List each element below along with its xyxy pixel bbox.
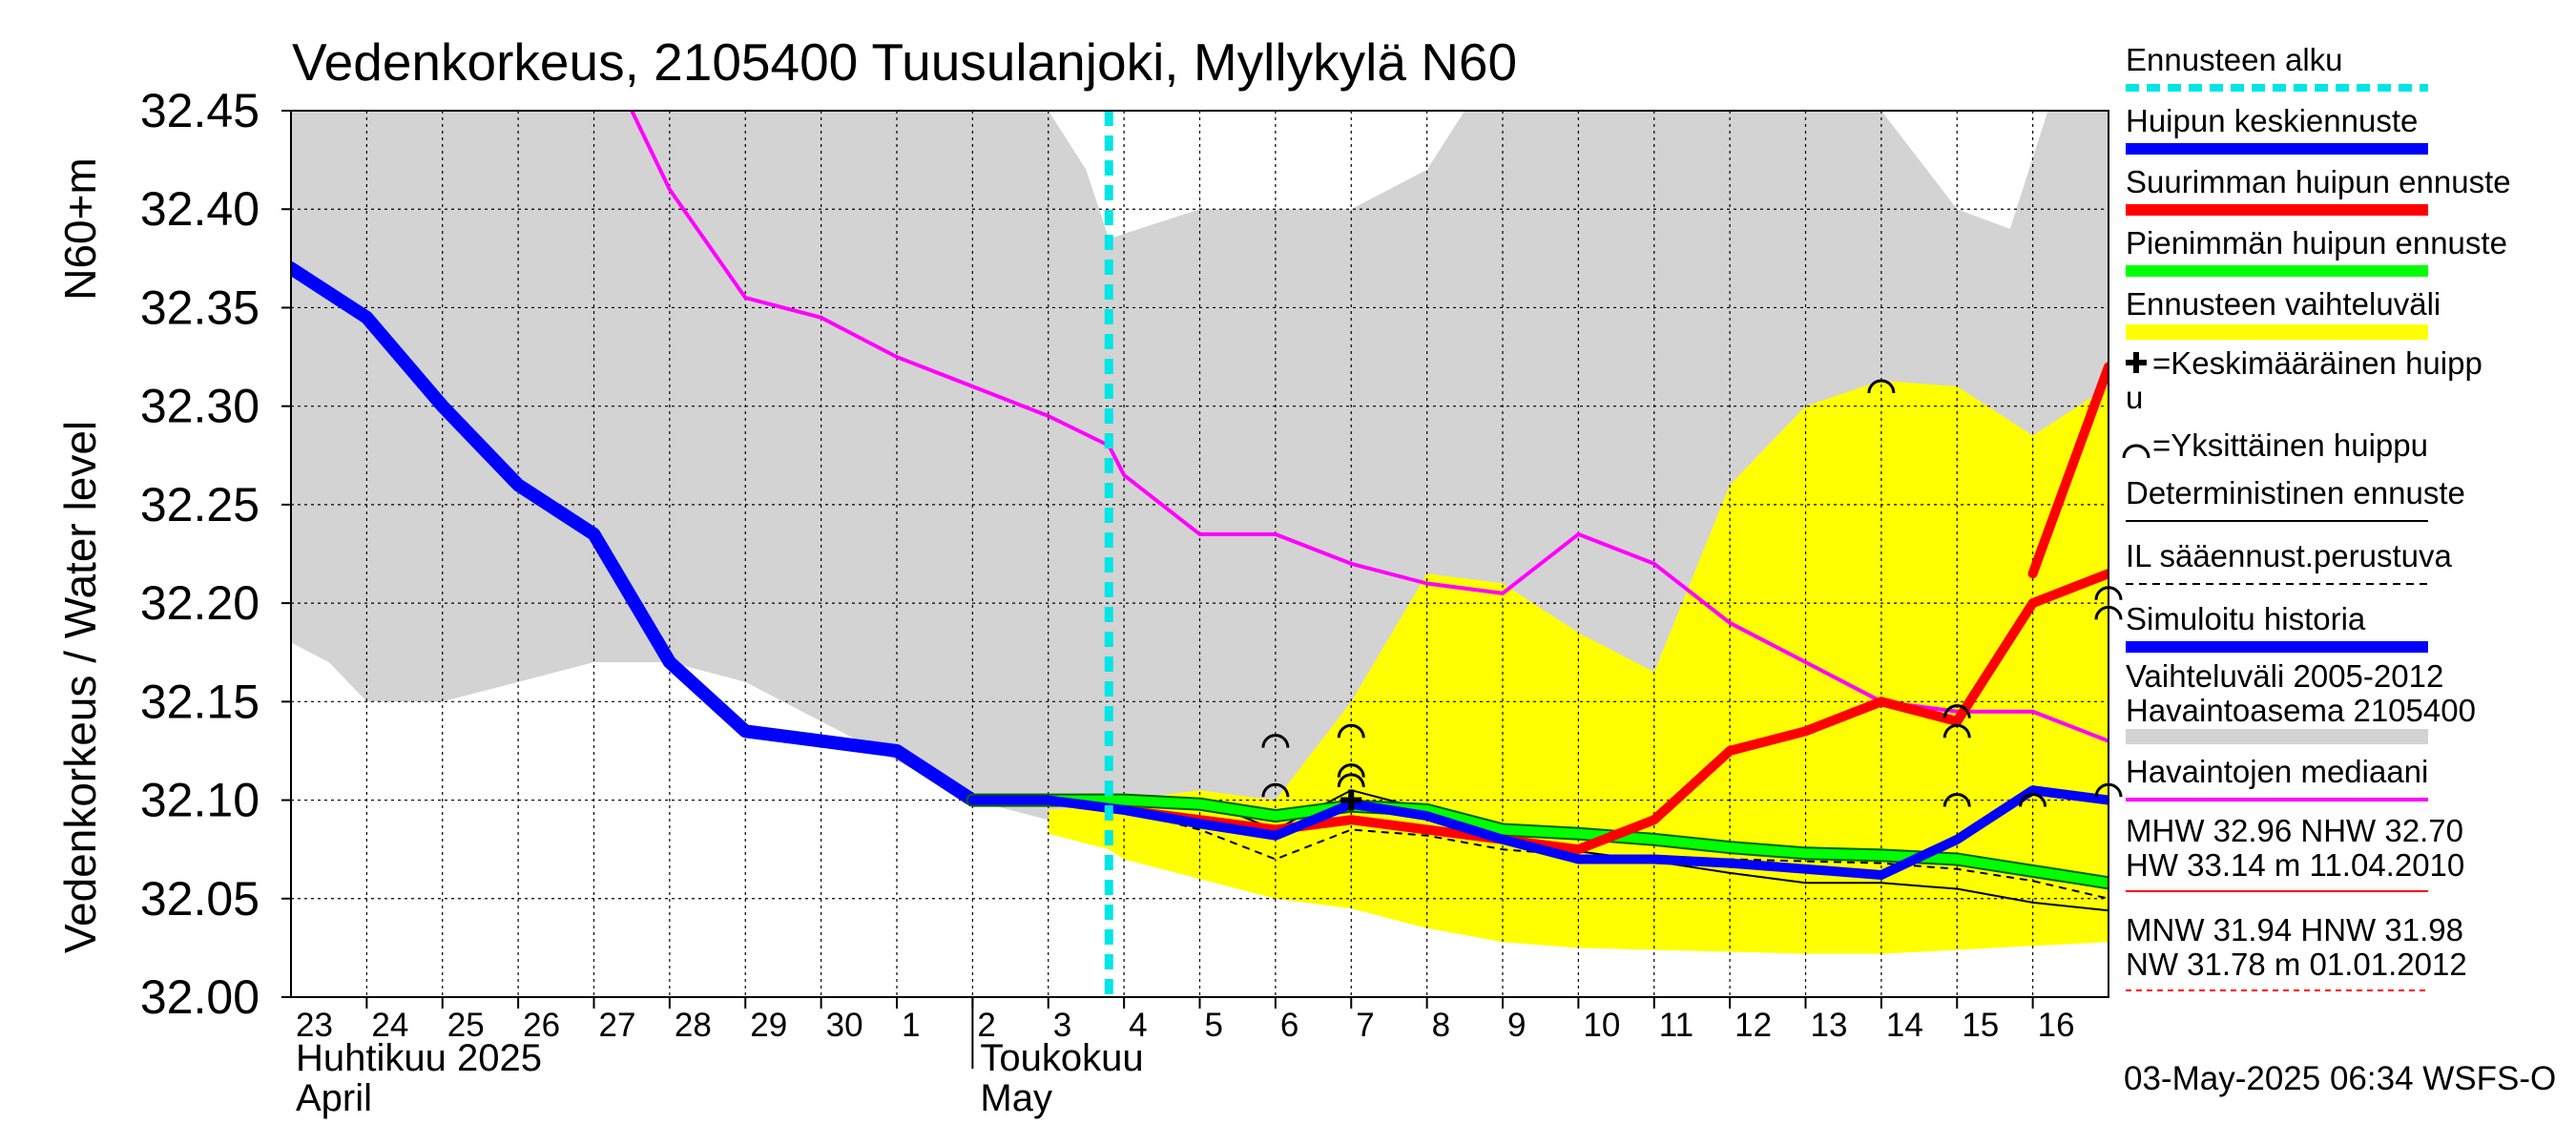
x-tick-label: 16	[2038, 1007, 2075, 1044]
legend-label: =Keskimääräinen huipp	[2152, 345, 2483, 381]
series-line	[967, 785, 2109, 880]
legend-label: Pienimmän huipun ennuste	[2126, 225, 2507, 260]
x-tick-label: 7	[1356, 1007, 1374, 1044]
legend-swatch	[2126, 729, 2428, 744]
single-peak-marker	[1337, 723, 1365, 739]
chart-title: Vedenkorkeus, 2105400 Tuusulanjoki, Myll…	[292, 32, 1517, 92]
y-tick-label: 32.15	[140, 675, 260, 728]
x-tick-label: 6	[1280, 1007, 1298, 1044]
legend-label: Ennusteen alku	[2126, 42, 2343, 77]
legend: Ennusteen alku Huipun keskiennuste Suurimm…	[2122, 42, 2511, 991]
legend-label: Ennusteen vaihteluväli	[2126, 286, 2441, 322]
single-peak-marker	[1261, 782, 1290, 798]
single-peak-marker	[1942, 704, 1971, 718]
legend-stat-line2: NW 31.78 m 01.01.2012	[2126, 947, 2467, 982]
series-line	[1048, 799, 2109, 900]
x-tick-label: 24	[371, 1007, 408, 1044]
legend-arc-icon	[2122, 444, 2150, 459]
x-tick-label: 14	[1886, 1007, 1923, 1044]
legend-cross-icon	[2126, 352, 2147, 373]
x-tick-label: 4	[1129, 1007, 1147, 1044]
x-tick-label: 5	[1205, 1007, 1223, 1044]
x-tick-label: 13	[1811, 1007, 1848, 1044]
month-label-fi: Toukokuu	[980, 1037, 1143, 1079]
legend-label: IL sääennust.perustuva	[2126, 538, 2452, 573]
y-tick-label: 32.10	[140, 774, 260, 827]
legend-swatch	[2126, 324, 2428, 340]
x-tick-label: 27	[599, 1007, 636, 1044]
legend-label-cont: Havaintoasema 2105400	[2126, 693, 2476, 728]
series-line	[2027, 362, 2109, 579]
legend-label: Deterministinen ennuste	[2126, 475, 2465, 510]
month-label-en: May	[980, 1077, 1052, 1119]
single-peak-marker	[1337, 763, 1365, 778]
series-layer	[291, 111, 2109, 912]
legend-label: Havaintojen mediaani	[2126, 754, 2428, 789]
x-tick-label: 29	[750, 1007, 787, 1044]
plot-area	[290, 110, 2123, 998]
y-tick-label: 32.35	[140, 281, 260, 334]
y-tick-label: 32.25	[140, 478, 260, 531]
single-peak-marker	[1261, 734, 1290, 748]
legend-label: =Yksittäinen huippu	[2152, 427, 2428, 463]
x-tick-label: 30	[826, 1007, 863, 1044]
y-tick-label: 32.20	[140, 576, 260, 630]
x-tick-label: 8	[1432, 1007, 1450, 1044]
legend-stat-line2: HW 33.14 m 11.04.2010	[2126, 847, 2464, 883]
x-tick-label: 2	[977, 1007, 995, 1044]
x-tick-label: 10	[1583, 1007, 1620, 1044]
x-tick-label: 25	[447, 1007, 485, 1044]
legend-stat-line1: MHW 32.96 NHW 32.70	[2126, 813, 2463, 848]
y-axis-label-unit: N60+m	[55, 157, 105, 301]
y-tick-label: 32.45	[140, 84, 260, 137]
x-tick-label: 9	[1507, 1007, 1526, 1044]
y-axis-title: N60+m Vedenkorkeus / Water level	[55, 157, 105, 953]
y-tick-label: 32.30	[140, 380, 260, 433]
x-tick-label: 26	[523, 1007, 560, 1044]
y-axis: 32.00 32.05 32.10 32.15 32.20 32.25 32.30 32.35…	[140, 84, 291, 1024]
legend-label: Suurimman huipun ennuste	[2126, 164, 2511, 199]
legend-stat-line1: MNW 31.94 HNW 31.98	[2126, 912, 2463, 947]
x-tick-label: 15	[1962, 1007, 1999, 1044]
month-label-fi: Huhtikuu 2025	[296, 1037, 542, 1079]
single-peak-marker	[1337, 773, 1365, 788]
y-tick-label: 32.05	[140, 872, 260, 926]
single-peak-marker	[1867, 379, 1896, 394]
x-tick-label: 3	[1053, 1007, 1071, 1044]
x-axis: 23 24 25 26 27 28 29 30 1 2 3 4 5 6 7 8 9 10 11 12 13 14 15 16H…	[296, 997, 2075, 1119]
mean-peak-marker	[1340, 789, 1362, 811]
gridlines	[291, 110, 2109, 997]
month-label-en: April	[296, 1077, 372, 1119]
legend-label: Simuloitu historia	[2126, 601, 2366, 636]
footer-timestamp: 03-May-2025 06:34 WSFS-O	[2124, 1060, 2556, 1097]
single-peak-marker	[2019, 793, 2047, 807]
single-peak-marker	[1942, 793, 1971, 807]
series-line	[291, 261, 980, 807]
x-tick-label: 11	[1659, 1007, 1693, 1044]
y-tick-label: 32.00	[140, 970, 260, 1024]
y-axis-label: Vedenkorkeus / Water level	[55, 421, 105, 953]
x-tick-label: 23	[296, 1007, 333, 1044]
single-peak-marker	[1942, 723, 1971, 739]
legend-label: Vaihteluväli 2005-2012	[2126, 658, 2443, 694]
series-line	[630, 111, 2109, 743]
x-tick-label: 12	[1735, 1007, 1772, 1044]
legend-label: Huipun keskiennuste	[2126, 103, 2418, 138]
y-tick-label: 32.40	[140, 182, 260, 236]
x-tick-label: 28	[675, 1007, 712, 1044]
legend-label-cont: u	[2126, 380, 2143, 415]
x-tick-label: 1	[902, 1007, 920, 1044]
